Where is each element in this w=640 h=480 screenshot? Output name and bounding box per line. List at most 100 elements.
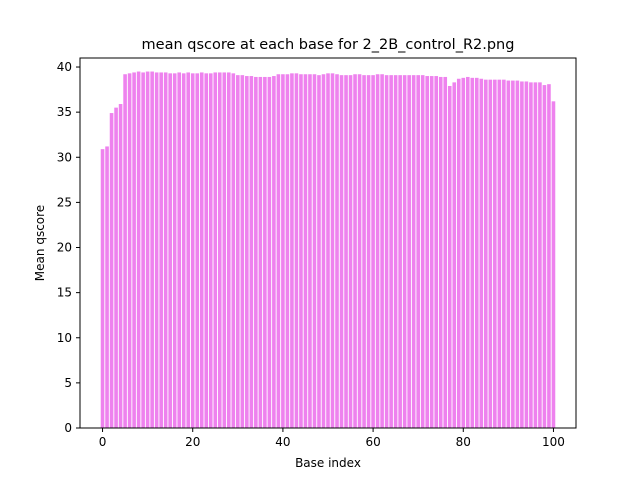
bar-base-49 (321, 74, 326, 429)
bar-base-84 (479, 78, 484, 428)
bar-base-26 (217, 72, 222, 428)
bar-base-23 (204, 73, 209, 428)
y-tick-label: 15 (57, 286, 72, 300)
y-tick-label: 0 (64, 421, 72, 435)
bar-base-44 (299, 74, 303, 429)
bar-base-19 (186, 72, 191, 428)
bar-base-66 (398, 75, 402, 429)
bar-base-33 (249, 76, 254, 429)
bar-base-90 (506, 80, 511, 428)
bar-base-51 (330, 73, 335, 428)
bar-base-63 (384, 75, 389, 429)
bar-base-83 (474, 77, 479, 428)
bar-base-27 (222, 72, 227, 428)
bar-base-10 (145, 71, 150, 428)
bar-base-45 (303, 74, 308, 429)
bar-base-56 (353, 74, 357, 429)
bar-base-5 (123, 74, 127, 429)
bar-base-7 (132, 72, 136, 428)
bar-base-62 (380, 74, 384, 429)
bar-base-50 (326, 73, 330, 428)
bar-base-94 (524, 81, 529, 429)
bar-base-86 (488, 79, 493, 428)
bar-base-71 (420, 75, 425, 429)
bar-base-12 (154, 72, 159, 428)
bar-base-81 (465, 76, 470, 428)
bar-base-58 (362, 75, 366, 429)
bar-base-15 (168, 73, 172, 428)
bar-base-0 (100, 149, 105, 428)
y-tick-label: 20 (57, 241, 72, 255)
bar-base-20 (190, 73, 195, 428)
bar-base-93 (520, 81, 524, 429)
bar-base-37 (267, 76, 272, 428)
bar-base-67 (402, 75, 407, 429)
bar-base-98 (542, 85, 547, 428)
bar-base-72 (425, 76, 430, 429)
bar-base-69 (411, 75, 416, 429)
bar-base-64 (389, 75, 393, 429)
y-tick-label: 40 (57, 60, 72, 74)
x-tick-label: 60 (365, 435, 380, 449)
bar-base-46 (308, 74, 312, 429)
y-tick-label: 35 (57, 105, 72, 119)
bar-base-60 (371, 75, 375, 429)
bar-base-13 (159, 72, 163, 428)
bar-base-96 (533, 82, 538, 429)
bar-base-59 (366, 75, 371, 429)
bar-base-35 (258, 76, 263, 428)
x-tick-label: 0 (99, 435, 107, 449)
bar-base-77 (447, 85, 452, 428)
bar-base-52 (335, 74, 339, 429)
bar-base-9 (141, 72, 145, 428)
bar-base-36 (263, 76, 267, 428)
y-tick-label: 10 (57, 331, 72, 345)
bar-base-92 (515, 80, 520, 428)
bar-base-3 (114, 107, 118, 428)
bar-base-30 (236, 75, 240, 429)
bar-base-16 (172, 73, 177, 428)
x-tick-label: 40 (275, 435, 290, 449)
bar-base-73 (429, 76, 434, 429)
bar-base-8 (136, 71, 141, 428)
x-tick-label: 100 (542, 435, 565, 449)
y-tick-label: 30 (57, 150, 72, 164)
bar-base-42 (290, 73, 294, 428)
bar-base-22 (199, 72, 204, 428)
bar-base-65 (393, 75, 398, 429)
bar-base-39 (276, 74, 281, 429)
bar-base-78 (452, 82, 457, 429)
bar-base-32 (245, 76, 249, 429)
x-axis-ticks: 0 20 40 60 80 100 (99, 428, 565, 449)
bar-base-53 (339, 75, 344, 429)
bar-base-38 (272, 76, 276, 429)
x-tick-label: 80 (456, 435, 471, 449)
bar-base-14 (163, 72, 168, 428)
bar-base-95 (529, 82, 533, 429)
bar-base-57 (357, 74, 362, 429)
bar-base-21 (195, 73, 200, 428)
bar-base-74 (434, 76, 439, 429)
bar-base-28 (226, 72, 231, 428)
bar-base-1 (105, 146, 109, 428)
bar-base-70 (416, 75, 420, 429)
bar-base-82 (470, 77, 475, 428)
bar-base-85 (484, 79, 488, 428)
bar-base-48 (317, 75, 321, 429)
bar-base-55 (348, 75, 353, 429)
bar-base-87 (493, 79, 497, 428)
bars-group (100, 71, 556, 429)
chart-title: mean qscore at each base for 2_2B_contro… (142, 37, 515, 53)
x-tick-label: 20 (185, 435, 200, 449)
bar-base-75 (438, 76, 443, 428)
bar-base-24 (208, 73, 213, 428)
plot-frame (79, 57, 577, 429)
bar-base-47 (312, 74, 317, 429)
bar-base-89 (502, 79, 506, 428)
bar-base-17 (177, 72, 182, 428)
bar-base-25 (213, 72, 218, 428)
bar-base-61 (375, 74, 380, 429)
bar-base-76 (443, 76, 448, 428)
bar-base-41 (285, 74, 290, 429)
